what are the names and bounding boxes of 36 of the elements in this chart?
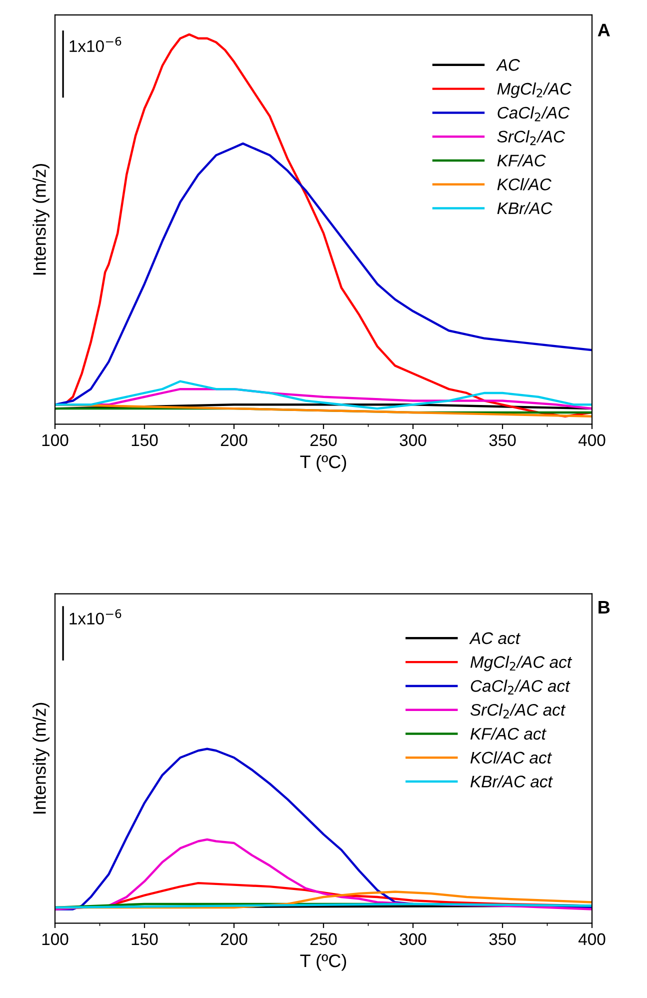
x-tick-label: 200	[220, 434, 248, 446]
legend-label: SrCl$_{2}$/AC act	[470, 704, 566, 718]
legend-label: KCl/AC act	[470, 751, 552, 764]
legend-label: SrCl$_{2}$/AC	[497, 130, 566, 146]
legend-label: AC	[496, 59, 520, 71]
x-tick-label: 300	[400, 434, 426, 446]
x-tick-label: 100	[42, 933, 68, 946]
legend-label: AC act	[469, 632, 521, 644]
text: A	[598, 24, 610, 36]
x-tick-label: 250	[310, 933, 337, 946]
text: B	[598, 601, 610, 614]
legend-label: MgCl$_{2}$/AC	[497, 82, 572, 98]
x-tick-label: 350	[489, 933, 516, 946]
x-tick-label: 400	[578, 434, 606, 446]
legend-label: KF/AC	[497, 154, 546, 166]
legend-label: KBr/AC act	[470, 775, 553, 788]
legend-label: KCl/AC	[497, 178, 552, 190]
x-tick-label: 300	[400, 933, 426, 946]
x-tick-label: 100	[42, 434, 68, 446]
legend-label: MgCl$_{2}$/AC act	[470, 656, 572, 672]
x-tick-label: 150	[132, 933, 158, 946]
legend-label: KBr/AC	[497, 202, 552, 214]
x-axis-title: T (ºC)	[300, 454, 346, 472]
x-tick-label: 150	[132, 434, 158, 446]
x-tick-label: 250	[310, 434, 337, 446]
x-tick-label: 350	[489, 434, 516, 446]
y-axis-title: Intensity (m/z)	[32, 164, 50, 275]
annotation: 1x10$^{−6}$	[70, 36, 122, 52]
x-tick-label: 400	[578, 933, 606, 946]
legend-label: CaCl$_{2}$/AC	[498, 106, 570, 122]
text: 1x10$^{−6}$	[70, 609, 122, 625]
x-tick-label: 200	[220, 933, 248, 946]
x-axis-title: T (ºC)	[300, 954, 346, 971]
y-axis-title: Intensity (m/z)	[32, 702, 50, 814]
legend-label: KF/AC act	[470, 727, 546, 740]
legend-label: CaCl$_{2}$/AC act	[470, 680, 570, 694]
